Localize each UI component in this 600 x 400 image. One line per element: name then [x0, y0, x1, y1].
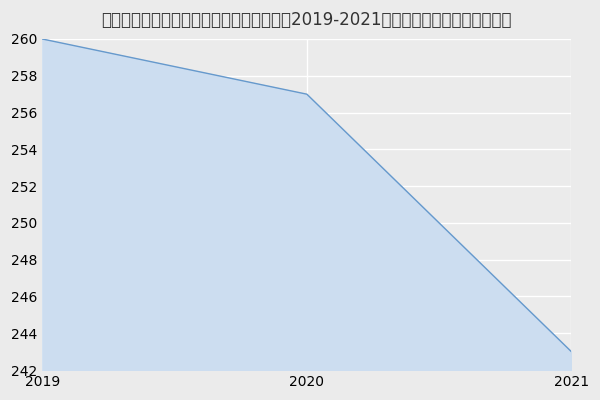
- Title: 内蒙古科技大学材料与冶金学院冶金工程（2019-2021历年复试）研究生录取分数线: 内蒙古科技大学材料与冶金学院冶金工程（2019-2021历年复试）研究生录取分数…: [101, 11, 512, 29]
